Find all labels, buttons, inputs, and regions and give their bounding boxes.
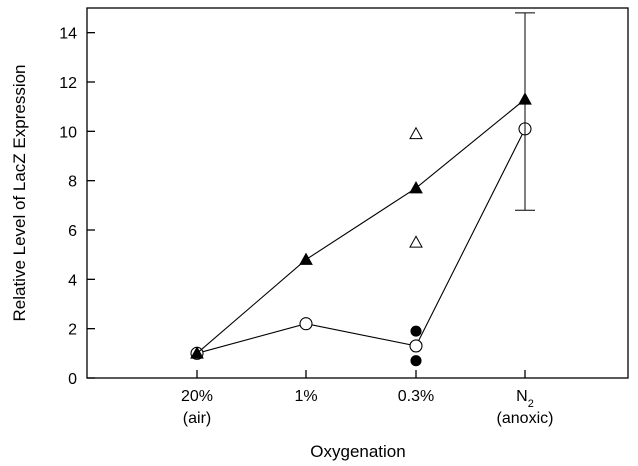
y-tick-label: 10 (59, 124, 77, 141)
data-point-filled-triangle (190, 346, 204, 359)
data-point-open-circle (409, 339, 423, 353)
data-point-open-triangle (409, 235, 423, 248)
y-tick-label: 0 (68, 371, 77, 388)
series-line (196, 98, 526, 354)
y-axis: 0 2 4 6 8 10 12 14 (59, 26, 95, 388)
data-point-filled-triangle (299, 252, 313, 265)
x-tick-label-line2: (anoxic) (497, 410, 554, 427)
series-open-triangle (409, 126, 423, 248)
series-filled-circle (410, 325, 422, 367)
data-point-filled-circle (410, 355, 422, 367)
y-tick-label: 14 (59, 26, 77, 43)
x-axis: 20% (air) 1% 0.3% N2(anoxic) (181, 370, 553, 427)
y-tick-label: 2 (68, 322, 77, 339)
y-axis-title: Relative Level of LacZ Expression (10, 64, 29, 321)
data-point-filled-triangle (409, 181, 423, 194)
x-tick-label: 1% (294, 388, 317, 405)
x-tick-label: 0.3% (398, 388, 434, 405)
x-tick-label: 20% (181, 388, 213, 405)
x-axis-title: Oxygenation (310, 442, 405, 461)
series-line (196, 128, 526, 354)
y-tick-label: 12 (59, 75, 77, 92)
data-point-filled-triangle (518, 92, 532, 105)
plot-frame (86, 7, 629, 379)
y-tick-label: 4 (68, 272, 77, 289)
series-filled-triangle (190, 12, 535, 359)
data-point-open-circle (299, 317, 313, 331)
x-tick-label-subscript: 2 (528, 398, 534, 410)
series-open-circle (190, 122, 532, 360)
data-point-filled-circle (410, 325, 422, 337)
plot-area (190, 12, 535, 367)
x-tick-label-line2: (air) (183, 410, 211, 427)
y-tick-label: 8 (68, 174, 77, 191)
data-point-open-triangle (409, 126, 423, 140)
y-tick-label: 6 (68, 223, 77, 240)
x-tick-label: N2 (516, 388, 534, 410)
